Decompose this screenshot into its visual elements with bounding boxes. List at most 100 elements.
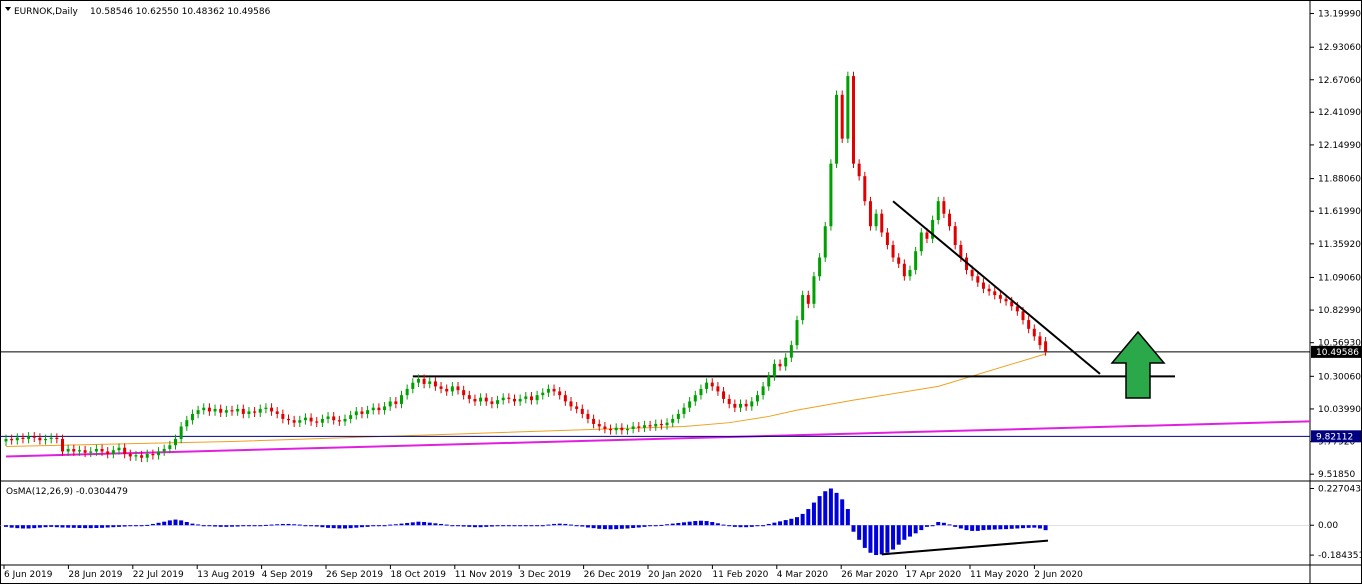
symbol-timeframe: EURNOK,Daily <box>14 7 79 17</box>
candle-bull <box>823 226 827 258</box>
osma-bar <box>625 525 630 529</box>
osma-bar <box>467 525 472 527</box>
osma-bar <box>981 525 986 531</box>
candle-bear <box>151 453 155 456</box>
osma-bar <box>580 525 585 527</box>
candle-bull <box>739 403 742 408</box>
osma-bar <box>614 525 619 530</box>
osma-bar <box>902 525 907 540</box>
time-tick-label: 11 Nov 2019 <box>455 570 513 580</box>
candle-bull <box>642 425 646 428</box>
candle-bear <box>38 437 42 441</box>
price-tick-label: 11.35920 <box>1318 240 1361 250</box>
candle-bear <box>484 397 488 402</box>
candle-bear <box>1010 301 1014 307</box>
osma-bar <box>218 525 223 527</box>
candle-bull <box>405 388 409 396</box>
candle-bull <box>179 426 183 439</box>
candle-bear <box>1004 298 1008 302</box>
osma-bar <box>998 525 1003 530</box>
osma-bar <box>376 525 381 527</box>
candle-bull <box>705 382 709 389</box>
candle-bull <box>688 401 692 408</box>
osma-bar <box>122 525 127 527</box>
price-tick-label: 12.67060 <box>1318 76 1361 86</box>
osma-bar <box>523 525 528 527</box>
candle-bear <box>902 263 906 277</box>
candle-bear <box>806 295 810 304</box>
osma-bar <box>941 522 946 526</box>
osma-bar <box>727 525 732 527</box>
time-tick-label: 4 Mar 2020 <box>777 570 829 580</box>
osma-bar <box>975 525 980 531</box>
candle-bear <box>315 421 319 423</box>
candle-bull <box>388 401 392 407</box>
candle-bear <box>942 201 946 214</box>
candle-bear <box>507 397 511 399</box>
time-tick-label: 26 Sep 2019 <box>326 570 383 580</box>
candle-bull <box>366 410 370 414</box>
osma-bar <box>546 524 551 526</box>
candle-bull <box>931 219 935 239</box>
osma-bar <box>117 525 121 527</box>
price-tick-label: 9.51850 <box>1318 470 1355 480</box>
osma-bar <box>659 524 664 526</box>
candle-bear <box>716 386 720 392</box>
candle-bull <box>247 411 251 414</box>
osma-bar <box>258 525 263 527</box>
price-tick-label: 10.03990 <box>1318 405 1361 415</box>
candle-bull <box>264 407 268 409</box>
osma-bar <box>405 522 410 526</box>
candle-bear <box>880 213 884 233</box>
candle-bull <box>320 418 324 423</box>
osma-bar <box>563 523 568 526</box>
candle-bull <box>15 437 19 441</box>
collapse-triangle-icon[interactable] <box>5 7 11 11</box>
candle-bull <box>190 413 194 421</box>
osma-bar <box>343 525 347 529</box>
candle-bull <box>117 447 121 451</box>
osma-bar <box>450 525 455 527</box>
candle-bull <box>168 445 172 449</box>
candle-bear <box>433 381 437 387</box>
osma-bar <box>761 525 766 527</box>
candle-bull <box>524 396 528 399</box>
candle-bull <box>914 251 918 271</box>
candle-bull <box>829 163 833 227</box>
time-tick-label: 11 May 2020 <box>970 570 1029 580</box>
candle-bear <box>620 427 624 431</box>
candle-bear <box>1015 306 1019 312</box>
osma-bar <box>698 520 703 526</box>
candle-bear <box>948 213 952 227</box>
osma-tick-label: 0.00 <box>1318 521 1338 531</box>
candle-bear <box>253 411 257 413</box>
candle-bear <box>580 408 584 414</box>
osma-bar <box>371 525 376 527</box>
osma-bar <box>456 525 460 527</box>
candle-bull <box>371 407 375 411</box>
candle-bull <box>801 295 805 321</box>
candle-bear <box>445 388 449 392</box>
osma-bar <box>936 522 941 526</box>
osma-bar <box>1026 525 1031 528</box>
osma-bar <box>851 525 856 532</box>
main-plot <box>0 71 1311 463</box>
candle-bear <box>61 438 64 452</box>
candle-bull <box>919 232 923 252</box>
osma-bar <box>139 525 144 527</box>
candle-bull <box>145 453 149 458</box>
candle-bear <box>885 232 889 246</box>
price-tick-label: 11.61990 <box>1318 207 1361 217</box>
candle-bear <box>275 411 279 414</box>
candle-bull <box>614 427 618 431</box>
candle-bull <box>846 76 850 139</box>
candle-bull <box>326 416 330 419</box>
osma-bar <box>297 524 302 526</box>
osma-bar <box>337 525 342 529</box>
candle-bear <box>72 448 76 452</box>
candle-bear <box>309 417 313 422</box>
candle-bear <box>337 420 341 422</box>
candle-bull <box>750 401 754 407</box>
candle-bull <box>784 357 788 367</box>
